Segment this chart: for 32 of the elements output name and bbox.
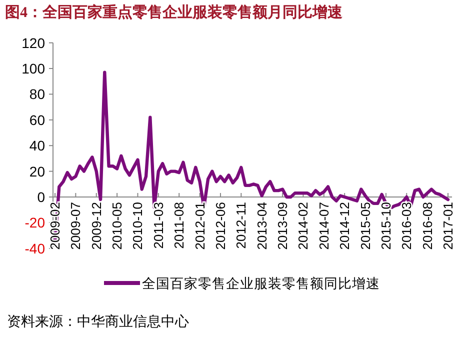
x-tick-label: 2016-08 — [420, 202, 435, 250]
y-tick-label: 120 — [22, 34, 46, 51]
y-tick-label: 80 — [29, 86, 46, 102]
y-tick-label: 0 — [37, 189, 46, 205]
x-tick-label: 2015-10 — [378, 202, 394, 250]
x-tick-label: 2013-04 — [254, 202, 270, 250]
x-tick-label: 2009-07 — [68, 202, 84, 250]
x-tick-label: 2011-08 — [172, 202, 187, 249]
y-tick-label: -40 — [24, 240, 46, 256]
x-tick-label: 2015-05 — [358, 202, 373, 250]
x-tick-label: 2012-01 — [192, 202, 208, 250]
y-tick-label: 20 — [29, 163, 46, 180]
x-tick-label: 2012-06 — [212, 202, 228, 250]
x-tick-label: 2013-09 — [275, 202, 290, 250]
x-tick-label: 2012-11 — [234, 202, 249, 249]
legend-label: 全国百家零售企业服装零售额同比增速 — [142, 276, 380, 291]
x-tick-label: 2010-10 — [130, 202, 146, 250]
x-tick-label: 2014-12 — [337, 202, 352, 250]
y-tick-label: 40 — [29, 138, 46, 154]
y-tick-label: -20 — [24, 214, 46, 231]
y-tick-label: 60 — [29, 112, 46, 128]
y-tick-label: 100 — [22, 60, 46, 76]
chart-title: 图4：全国百家重点零售企业服装零售额月同比增速 — [5, 3, 344, 21]
x-tick-label: 2014-07 — [316, 202, 332, 250]
text: 资料来源：中华商业信息中心 — [7, 314, 189, 330]
x-tick-label: 2009-02 — [48, 202, 62, 250]
x-tick-label: 2016-03 — [399, 202, 414, 250]
x-tick-label: 2010-05 — [110, 202, 125, 250]
x-tick-label: 2011-03 — [150, 202, 166, 249]
x-tick-label: 2014-02 — [296, 202, 311, 250]
x-tick-label: 2009-12 — [88, 202, 104, 250]
x-tick-label: 2017-01 — [440, 202, 456, 250]
